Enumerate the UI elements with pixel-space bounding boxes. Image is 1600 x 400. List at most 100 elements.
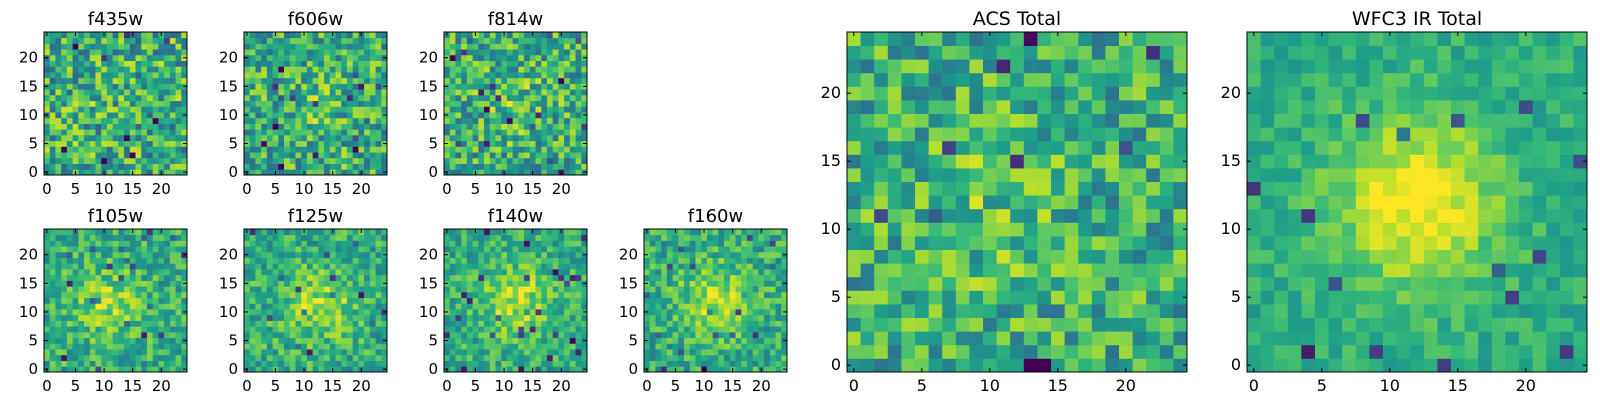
heatmap-cell <box>261 269 268 276</box>
heatmap-cell <box>158 274 165 281</box>
heatmap-cell <box>983 222 997 237</box>
heatmap-cell <box>741 297 748 304</box>
heatmap-cell <box>495 106 502 113</box>
x-tick-label: 20 <box>752 377 771 395</box>
heatmap-cell <box>346 349 354 356</box>
heatmap-cell <box>495 240 502 247</box>
heatmap-cell <box>552 257 559 264</box>
heatmap-cell <box>124 229 131 236</box>
y-tick-label: 15 <box>619 274 638 292</box>
heatmap-cell <box>769 234 776 241</box>
heatmap-cell <box>575 117 582 124</box>
heatmap-cell <box>341 297 348 304</box>
heatmap-cell <box>489 77 496 84</box>
heatmap-cell <box>369 320 376 327</box>
heatmap-cell <box>375 263 382 270</box>
heatmap-cell <box>72 360 79 367</box>
heatmap-cell <box>261 309 268 316</box>
heatmap-cell <box>89 100 96 107</box>
heatmap-cell <box>455 49 462 56</box>
heatmap-cell <box>152 234 159 241</box>
heatmap-cell <box>129 37 136 44</box>
heatmap-cell <box>1105 208 1120 223</box>
heatmap-cell <box>324 169 331 176</box>
heatmap-cell <box>249 163 256 170</box>
heatmap-cell <box>655 349 662 356</box>
heatmap-cell <box>569 129 576 136</box>
heatmap-cell <box>84 263 91 270</box>
heatmap-cell <box>901 304 916 318</box>
heatmap-cell <box>95 326 102 333</box>
heatmap-cell <box>489 66 496 73</box>
heatmap-cell <box>312 49 319 56</box>
heatmap-cell <box>847 331 861 346</box>
heatmap-cell <box>284 100 291 107</box>
heatmap-cell <box>255 274 262 281</box>
heatmap-cell <box>44 257 51 264</box>
heatmap-cell <box>915 263 929 278</box>
heatmap-cell <box>484 146 491 153</box>
heatmap-cell <box>295 337 302 344</box>
heatmap-cell <box>983 317 997 332</box>
heatmap-cell <box>289 291 296 299</box>
heatmap-cell <box>61 100 68 107</box>
heatmap-cell <box>489 320 496 327</box>
heatmap-cell <box>78 94 85 102</box>
heatmap-cell <box>1023 249 1038 264</box>
heatmap-cell <box>512 229 519 236</box>
heatmap-cell <box>1064 181 1079 196</box>
heatmap-cell <box>706 274 714 281</box>
heatmap-cell <box>466 320 473 327</box>
heatmap-cell <box>135 140 142 147</box>
heatmap-cell <box>295 240 302 247</box>
heatmap-cell <box>689 297 696 304</box>
heatmap-cell <box>78 320 85 327</box>
heatmap-cell <box>141 49 148 56</box>
heatmap-cell <box>512 152 519 159</box>
heatmap-cell <box>466 234 473 241</box>
heatmap-cell <box>644 349 651 356</box>
heatmap-cell <box>335 337 342 344</box>
heatmap-cell <box>874 276 889 291</box>
heatmap-cell <box>915 290 929 305</box>
heatmap-cell <box>261 169 268 176</box>
heatmap-cell <box>552 303 559 310</box>
heatmap-cell <box>478 320 485 327</box>
heatmap-cell <box>495 32 502 39</box>
heatmap-cell <box>1037 331 1052 346</box>
heatmap-cell <box>346 229 354 236</box>
heatmap-cell <box>261 37 268 44</box>
heatmap-cell <box>478 123 485 130</box>
heatmap-cell <box>775 337 782 344</box>
heatmap-cell <box>289 146 296 153</box>
heatmap-cell <box>569 251 576 258</box>
heatmap-cell <box>152 337 159 344</box>
heatmap-cell <box>706 280 714 287</box>
heatmap-cell <box>106 309 114 316</box>
heatmap-cell <box>169 331 176 339</box>
heatmap-cell <box>489 43 496 50</box>
heatmap-cell <box>1173 263 1188 278</box>
heatmap-cell <box>874 344 889 359</box>
heatmap-cell <box>461 354 468 361</box>
heatmap-cell <box>558 354 565 361</box>
heatmap-cell <box>644 326 651 333</box>
heatmap-cell <box>341 163 348 170</box>
heatmap-cell <box>341 360 348 367</box>
heatmap-cell <box>478 163 485 170</box>
heatmap-cell <box>529 152 536 159</box>
heatmap-cell <box>484 263 491 270</box>
heatmap-cell <box>266 320 273 327</box>
heatmap-cell <box>55 269 62 276</box>
heatmap-cell <box>364 163 371 170</box>
heatmap-cell <box>1091 168 1106 182</box>
heatmap-cell <box>449 337 456 344</box>
heatmap-cell <box>524 337 531 344</box>
heatmap-cell <box>558 106 565 113</box>
heatmap-cell <box>484 129 491 136</box>
heatmap-cell <box>278 297 285 304</box>
heatmap-cell <box>158 257 165 264</box>
heatmap-cell <box>124 146 131 153</box>
heatmap-cell <box>249 314 256 321</box>
